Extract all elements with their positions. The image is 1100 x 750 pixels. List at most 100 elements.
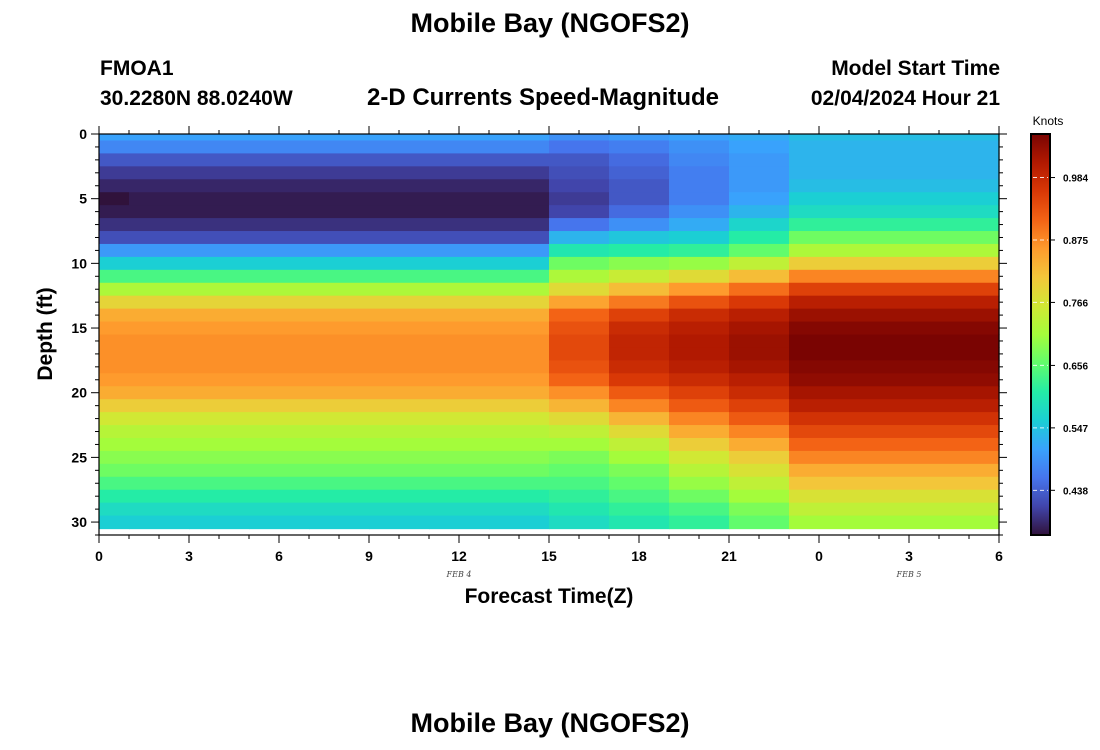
heatmap-cell bbox=[669, 334, 730, 349]
heatmap-cell bbox=[789, 347, 1000, 361]
heatmap-cell bbox=[609, 282, 670, 297]
heatmap-cell bbox=[489, 386, 550, 400]
heatmap-cell bbox=[489, 476, 550, 491]
heatmap-cell bbox=[729, 218, 790, 232]
chart-title: Mobile Bay (NGOFS2) bbox=[410, 8, 690, 38]
heatmap-cell bbox=[249, 231, 310, 245]
model-start-value: 02/04/2024 Hour 21 bbox=[810, 87, 1000, 110]
heatmap-cell bbox=[249, 489, 310, 504]
heatmap-cell bbox=[249, 295, 310, 310]
heatmap-cell bbox=[189, 140, 250, 155]
heatmap-cell bbox=[249, 179, 310, 193]
heatmap-cell bbox=[549, 334, 610, 349]
heatmap-cell bbox=[309, 140, 370, 155]
heatmap-cell bbox=[189, 502, 250, 517]
x-tick-label: 0 bbox=[815, 548, 823, 564]
heatmap-cell bbox=[129, 243, 190, 258]
colorbar: 0.438 0.547 0.656 0.766 0.875 0.984 bbox=[1030, 133, 1088, 536]
heatmap-cell bbox=[729, 476, 790, 491]
heatmap-cell bbox=[249, 386, 310, 400]
heatmap-cell bbox=[189, 347, 250, 361]
heatmap-cell bbox=[429, 231, 490, 245]
heatmap-cell bbox=[789, 515, 1000, 530]
heatmap-cell bbox=[669, 282, 730, 297]
heatmap-cell bbox=[249, 218, 310, 232]
heatmap-cell bbox=[309, 463, 370, 478]
heatmap-cell bbox=[609, 134, 670, 142]
heatmap-cell bbox=[129, 373, 190, 387]
heatmap-cell bbox=[429, 321, 490, 336]
heatmap-cell bbox=[99, 502, 130, 517]
heatmap-cell bbox=[99, 218, 130, 232]
x-tick-label: 6 bbox=[995, 548, 1003, 564]
heatmap-cell bbox=[429, 334, 490, 349]
heatmap-cell bbox=[369, 308, 430, 323]
station-coordinates: 30.2280N 88.0240W bbox=[100, 87, 293, 110]
heatmap-cell bbox=[669, 192, 730, 206]
heatmap-cell bbox=[609, 360, 670, 374]
heatmap-cell bbox=[249, 334, 310, 349]
heatmap-cell bbox=[789, 360, 1000, 374]
heatmap-cell bbox=[189, 231, 250, 245]
y-tick-label: 5 bbox=[79, 191, 87, 207]
heatmap-cell bbox=[249, 153, 310, 167]
heatmap-cell bbox=[129, 386, 190, 400]
heatmap-cell bbox=[609, 425, 670, 439]
heatmap-cell bbox=[729, 134, 790, 142]
heatmap-cell bbox=[249, 412, 310, 426]
heatmap-cell bbox=[549, 321, 610, 336]
heatmap-cell bbox=[99, 295, 130, 310]
heatmap-cell bbox=[669, 412, 730, 426]
heatmap-cell bbox=[99, 489, 130, 504]
heatmap-cell bbox=[99, 425, 130, 439]
heatmap-cell bbox=[549, 140, 610, 155]
heatmap-cell bbox=[309, 282, 370, 297]
heatmap-cell bbox=[99, 450, 130, 465]
heatmap-cell bbox=[309, 425, 370, 439]
heatmap-cell bbox=[369, 269, 430, 284]
heatmap-cell bbox=[129, 308, 190, 323]
colorbar-tick-label: 0.656 bbox=[1063, 361, 1088, 372]
heatmap-cell bbox=[129, 476, 190, 491]
heatmap-cell bbox=[789, 218, 1000, 232]
heatmap-cell bbox=[429, 218, 490, 232]
heatmap-cell bbox=[129, 515, 190, 530]
heatmap-cell bbox=[729, 412, 790, 426]
heatmap-cell bbox=[429, 502, 490, 517]
heatmap-cell bbox=[489, 412, 550, 426]
heatmap-cell bbox=[789, 437, 1000, 452]
heatmap-cell bbox=[669, 140, 730, 155]
heatmap-cell bbox=[369, 502, 430, 517]
x-tick-label: 3 bbox=[905, 548, 913, 564]
heatmap-cell bbox=[789, 386, 1000, 400]
heatmap-cell bbox=[369, 425, 430, 439]
heatmap-cell bbox=[609, 399, 670, 413]
heatmap-cell bbox=[729, 334, 790, 349]
heatmap-cell bbox=[429, 463, 490, 478]
heatmap-cell bbox=[99, 412, 130, 426]
heatmap-cell bbox=[309, 476, 370, 491]
heatmap-cell bbox=[99, 334, 130, 349]
heatmap-cell bbox=[369, 295, 430, 310]
heatmap-cell bbox=[369, 373, 430, 387]
heatmap-cell bbox=[129, 166, 190, 180]
heatmap-cell bbox=[249, 399, 310, 413]
heatmap-cell bbox=[669, 347, 730, 361]
heatmap-cell bbox=[99, 140, 130, 155]
heatmap-cell bbox=[549, 153, 610, 167]
y-tick-label: 15 bbox=[71, 320, 87, 336]
heatmap-cell bbox=[249, 425, 310, 439]
heatmap-cell bbox=[129, 399, 190, 413]
heatmap-cell bbox=[189, 321, 250, 336]
heatmap-cell bbox=[129, 282, 190, 297]
heatmap-cell bbox=[249, 347, 310, 361]
x-tick-label: 0 bbox=[95, 548, 103, 564]
heatmap-cell bbox=[309, 502, 370, 517]
heatmap-cell bbox=[189, 192, 250, 206]
heatmap-cell bbox=[369, 205, 430, 219]
x-tick-label: 21 bbox=[721, 548, 737, 564]
heatmap-cell bbox=[609, 373, 670, 387]
heatmap-cell bbox=[129, 437, 190, 452]
heatmap-cell bbox=[369, 321, 430, 336]
heatmap-cell bbox=[729, 243, 790, 258]
